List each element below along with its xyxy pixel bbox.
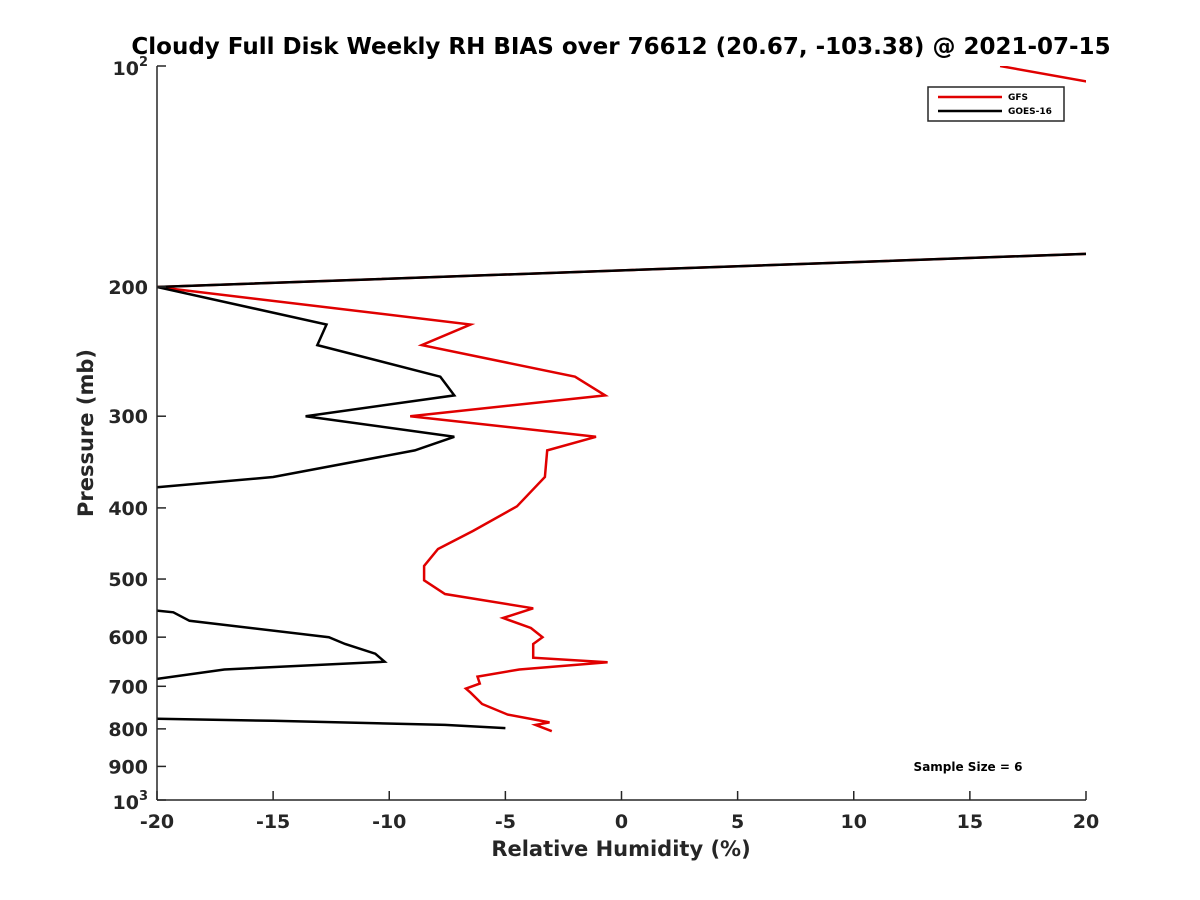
series-line-goes16-0: [157, 252, 1086, 489]
y-tick-base: 10: [113, 58, 139, 80]
x-tick-label: 10: [841, 811, 867, 833]
x-tick-label: -20: [140, 811, 174, 833]
legend-label-goes16: GOES-16: [1008, 107, 1052, 117]
x-tick-label: 5: [731, 811, 744, 833]
series-line-gfs-1: [157, 252, 1086, 733]
y-tick-label: 900: [108, 756, 148, 778]
y-tick-base: 10: [113, 792, 139, 814]
y-tick-label: 600: [108, 627, 148, 649]
x-axis-label: Relative Humidity (%): [491, 837, 750, 861]
series-line-goes16-1: [157, 609, 388, 681]
x-tick-label: 0: [615, 811, 628, 833]
y-tick-label: 200: [108, 277, 148, 299]
legend: GFS GOES-16: [927, 86, 1065, 122]
y-tick-label: 102: [113, 55, 149, 80]
legend-label-gfs: GFS: [1008, 93, 1028, 103]
plot-area: [157, 66, 1086, 800]
x-tick-label: -15: [256, 811, 290, 833]
y-tick-label: 103: [113, 789, 149, 814]
series-line-goes16-2: [157, 717, 506, 730]
y-axis-label: Pressure (mb): [74, 349, 98, 517]
x-tick-label: -10: [372, 811, 406, 833]
x-tick-label: 20: [1073, 811, 1099, 833]
y-tick-label: 500: [108, 569, 148, 591]
sample-size-annotation: Sample Size = 6: [914, 760, 1023, 774]
series-layer: [157, 66, 1086, 733]
y-tick-label: 800: [108, 719, 148, 741]
y-tick-label: 700: [108, 676, 148, 698]
y-tick-exponent: 3: [139, 789, 148, 804]
x-tick-label: 15: [957, 811, 983, 833]
series-line-gfs-0: [999, 66, 1086, 83]
y-tick-exponent: 2: [139, 55, 148, 70]
x-tick-label: -5: [495, 811, 516, 833]
x-ticks: -20 -15 -10 -5 0 5 10 15 20: [140, 791, 1099, 833]
legend-box: [927, 86, 1065, 122]
y-tick-label: 400: [108, 498, 148, 520]
chart-title: Cloudy Full Disk Weekly RH BIAS over 766…: [131, 34, 1110, 60]
y-tick-label: 300: [108, 406, 148, 428]
